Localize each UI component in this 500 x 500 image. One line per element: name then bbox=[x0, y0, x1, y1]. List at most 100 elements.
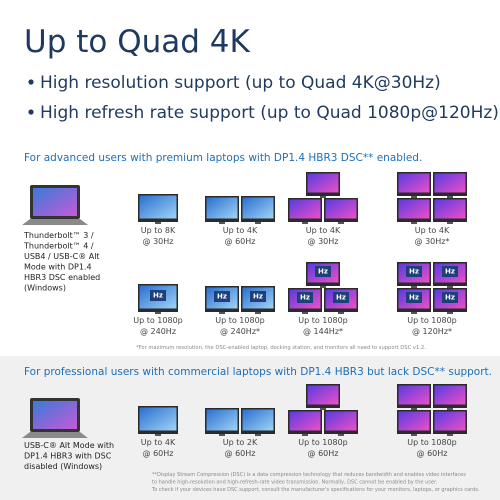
hz-badge bbox=[406, 266, 422, 277]
display-label: Up to 4K bbox=[306, 226, 341, 235]
display-label: @ 240Hz bbox=[140, 327, 176, 336]
monitor-screen bbox=[325, 411, 357, 431]
display-label: @ 144Hz* bbox=[303, 327, 343, 336]
display-label: Up to 1080p bbox=[215, 316, 265, 325]
monitor-stand bbox=[255, 312, 261, 314]
laptop-base bbox=[22, 219, 88, 225]
hz-badge-text: Hz bbox=[153, 292, 163, 300]
monitor-screen bbox=[206, 197, 238, 219]
monitor-stand bbox=[411, 196, 417, 198]
hz-badge-text: Hz bbox=[409, 294, 419, 302]
monitor-stand bbox=[411, 434, 417, 436]
hz-badge-text: Hz bbox=[336, 294, 346, 302]
monitor-stand bbox=[302, 222, 308, 224]
hz-badge-text: Hz bbox=[445, 294, 455, 302]
monitor-screen bbox=[434, 199, 466, 219]
monitor-stand bbox=[447, 222, 453, 224]
monitor-stand bbox=[320, 286, 326, 288]
display-label: @ 30Hz bbox=[143, 237, 174, 246]
display-label: Up to 8K bbox=[141, 226, 176, 235]
hz-badge-text: Hz bbox=[445, 268, 455, 276]
device-text: HBR3 DSC enabled bbox=[24, 273, 100, 282]
device-text: Thunderbolt™ 3 / bbox=[23, 231, 94, 240]
device-text: DP1.4 HBR3 with DSC bbox=[24, 452, 112, 461]
monitor-screen bbox=[139, 407, 177, 431]
display-label: Up to 1080p bbox=[133, 316, 183, 325]
display-label: @ 240Hz* bbox=[220, 327, 260, 336]
laptop-display bbox=[33, 401, 77, 429]
footnote: to handle high-resolution and high-refre… bbox=[152, 480, 438, 486]
monitor-screen bbox=[398, 173, 430, 193]
display-label: @ 30Hz bbox=[308, 237, 339, 246]
monitor-stand bbox=[155, 434, 161, 436]
hz-badge bbox=[315, 266, 331, 277]
hz-badge bbox=[297, 292, 313, 303]
bullet-text: High resolution support (up to Quad 4K@3… bbox=[40, 73, 441, 93]
display-label: @ 60Hz bbox=[143, 449, 174, 458]
section-heading: For advanced users with premium laptops … bbox=[24, 152, 422, 164]
monitor-stand bbox=[411, 286, 417, 288]
hz-badge bbox=[214, 291, 230, 302]
hz-badge bbox=[406, 292, 422, 303]
monitor-stand bbox=[447, 434, 453, 436]
monitor-stand bbox=[155, 222, 161, 224]
monitor-screen bbox=[139, 195, 177, 219]
monitor-stand bbox=[302, 434, 308, 436]
hz-badge bbox=[250, 291, 266, 302]
display-label: @ 60Hz bbox=[417, 449, 448, 458]
monitor-screen bbox=[206, 409, 238, 431]
device-text: disabled (Windows) bbox=[24, 462, 102, 471]
hz-badge-text: Hz bbox=[318, 268, 328, 276]
monitor-screen bbox=[242, 409, 274, 431]
hz-badge bbox=[442, 266, 458, 277]
monitor-screen bbox=[325, 199, 357, 219]
bullet-dot bbox=[28, 79, 34, 85]
monitor-stand bbox=[447, 196, 453, 198]
hz-badge bbox=[150, 290, 166, 301]
monitor-stand bbox=[411, 408, 417, 410]
monitor-screen bbox=[307, 385, 339, 405]
footnote: To check if your devices have DSC suppor… bbox=[151, 487, 480, 493]
monitor-stand bbox=[219, 312, 225, 314]
monitor-stand bbox=[219, 222, 225, 224]
monitor-stand bbox=[320, 408, 326, 410]
hz-badge bbox=[333, 292, 349, 303]
monitor-stand bbox=[447, 408, 453, 410]
display-label: @ 30Hz* bbox=[415, 237, 450, 246]
section-heading: For professional users with commercial l… bbox=[24, 366, 492, 378]
monitor-stand bbox=[255, 434, 261, 436]
monitor-screen bbox=[289, 199, 321, 219]
monitor-screen bbox=[434, 173, 466, 193]
monitor-screen bbox=[434, 411, 466, 431]
monitor-stand bbox=[302, 312, 308, 314]
device-text: USB4 / USB-C® Alt bbox=[24, 252, 100, 261]
laptop-display bbox=[33, 188, 77, 216]
display-label: @ 120Hz* bbox=[412, 327, 452, 336]
monitor-stand bbox=[411, 312, 417, 314]
display-label: @ 60Hz bbox=[225, 237, 256, 246]
device-text: (Windows) bbox=[24, 284, 66, 293]
footnote: *For maximum resolution, the DSC-enabled… bbox=[136, 345, 426, 351]
monitor-stand bbox=[255, 222, 261, 224]
footnote: **Display Stream Compression (DSC) is a … bbox=[152, 472, 466, 478]
display-label: Up to 1080p bbox=[407, 316, 457, 325]
display-label: Up to 4K bbox=[415, 226, 450, 235]
display-label: Up to 1080p bbox=[298, 438, 348, 447]
display-label: Up to 1080p bbox=[298, 316, 348, 325]
hz-badge-text: Hz bbox=[300, 294, 310, 302]
monitor-stand bbox=[338, 434, 344, 436]
laptop-base bbox=[22, 432, 88, 438]
monitor-screen bbox=[242, 197, 274, 219]
monitor-stand bbox=[338, 222, 344, 224]
display-label: @ 60Hz bbox=[308, 449, 339, 458]
monitor-screen bbox=[289, 411, 321, 431]
bullet-text: High refresh rate support (up to Quad 10… bbox=[40, 103, 499, 123]
hz-badge-text: Hz bbox=[409, 268, 419, 276]
device-text: Thunderbolt™ 4 / bbox=[23, 242, 94, 251]
device-text: USB-C® Alt Mode with bbox=[24, 441, 114, 450]
bullet-dot bbox=[28, 109, 34, 115]
monitor-stand bbox=[338, 312, 344, 314]
monitor-screen bbox=[434, 385, 466, 405]
display-label: Up to 1080p bbox=[407, 438, 457, 447]
